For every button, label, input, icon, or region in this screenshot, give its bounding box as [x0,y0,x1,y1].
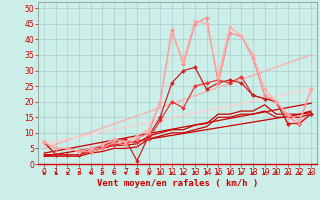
X-axis label: Vent moyen/en rafales ( km/h ): Vent moyen/en rafales ( km/h ) [97,179,258,188]
